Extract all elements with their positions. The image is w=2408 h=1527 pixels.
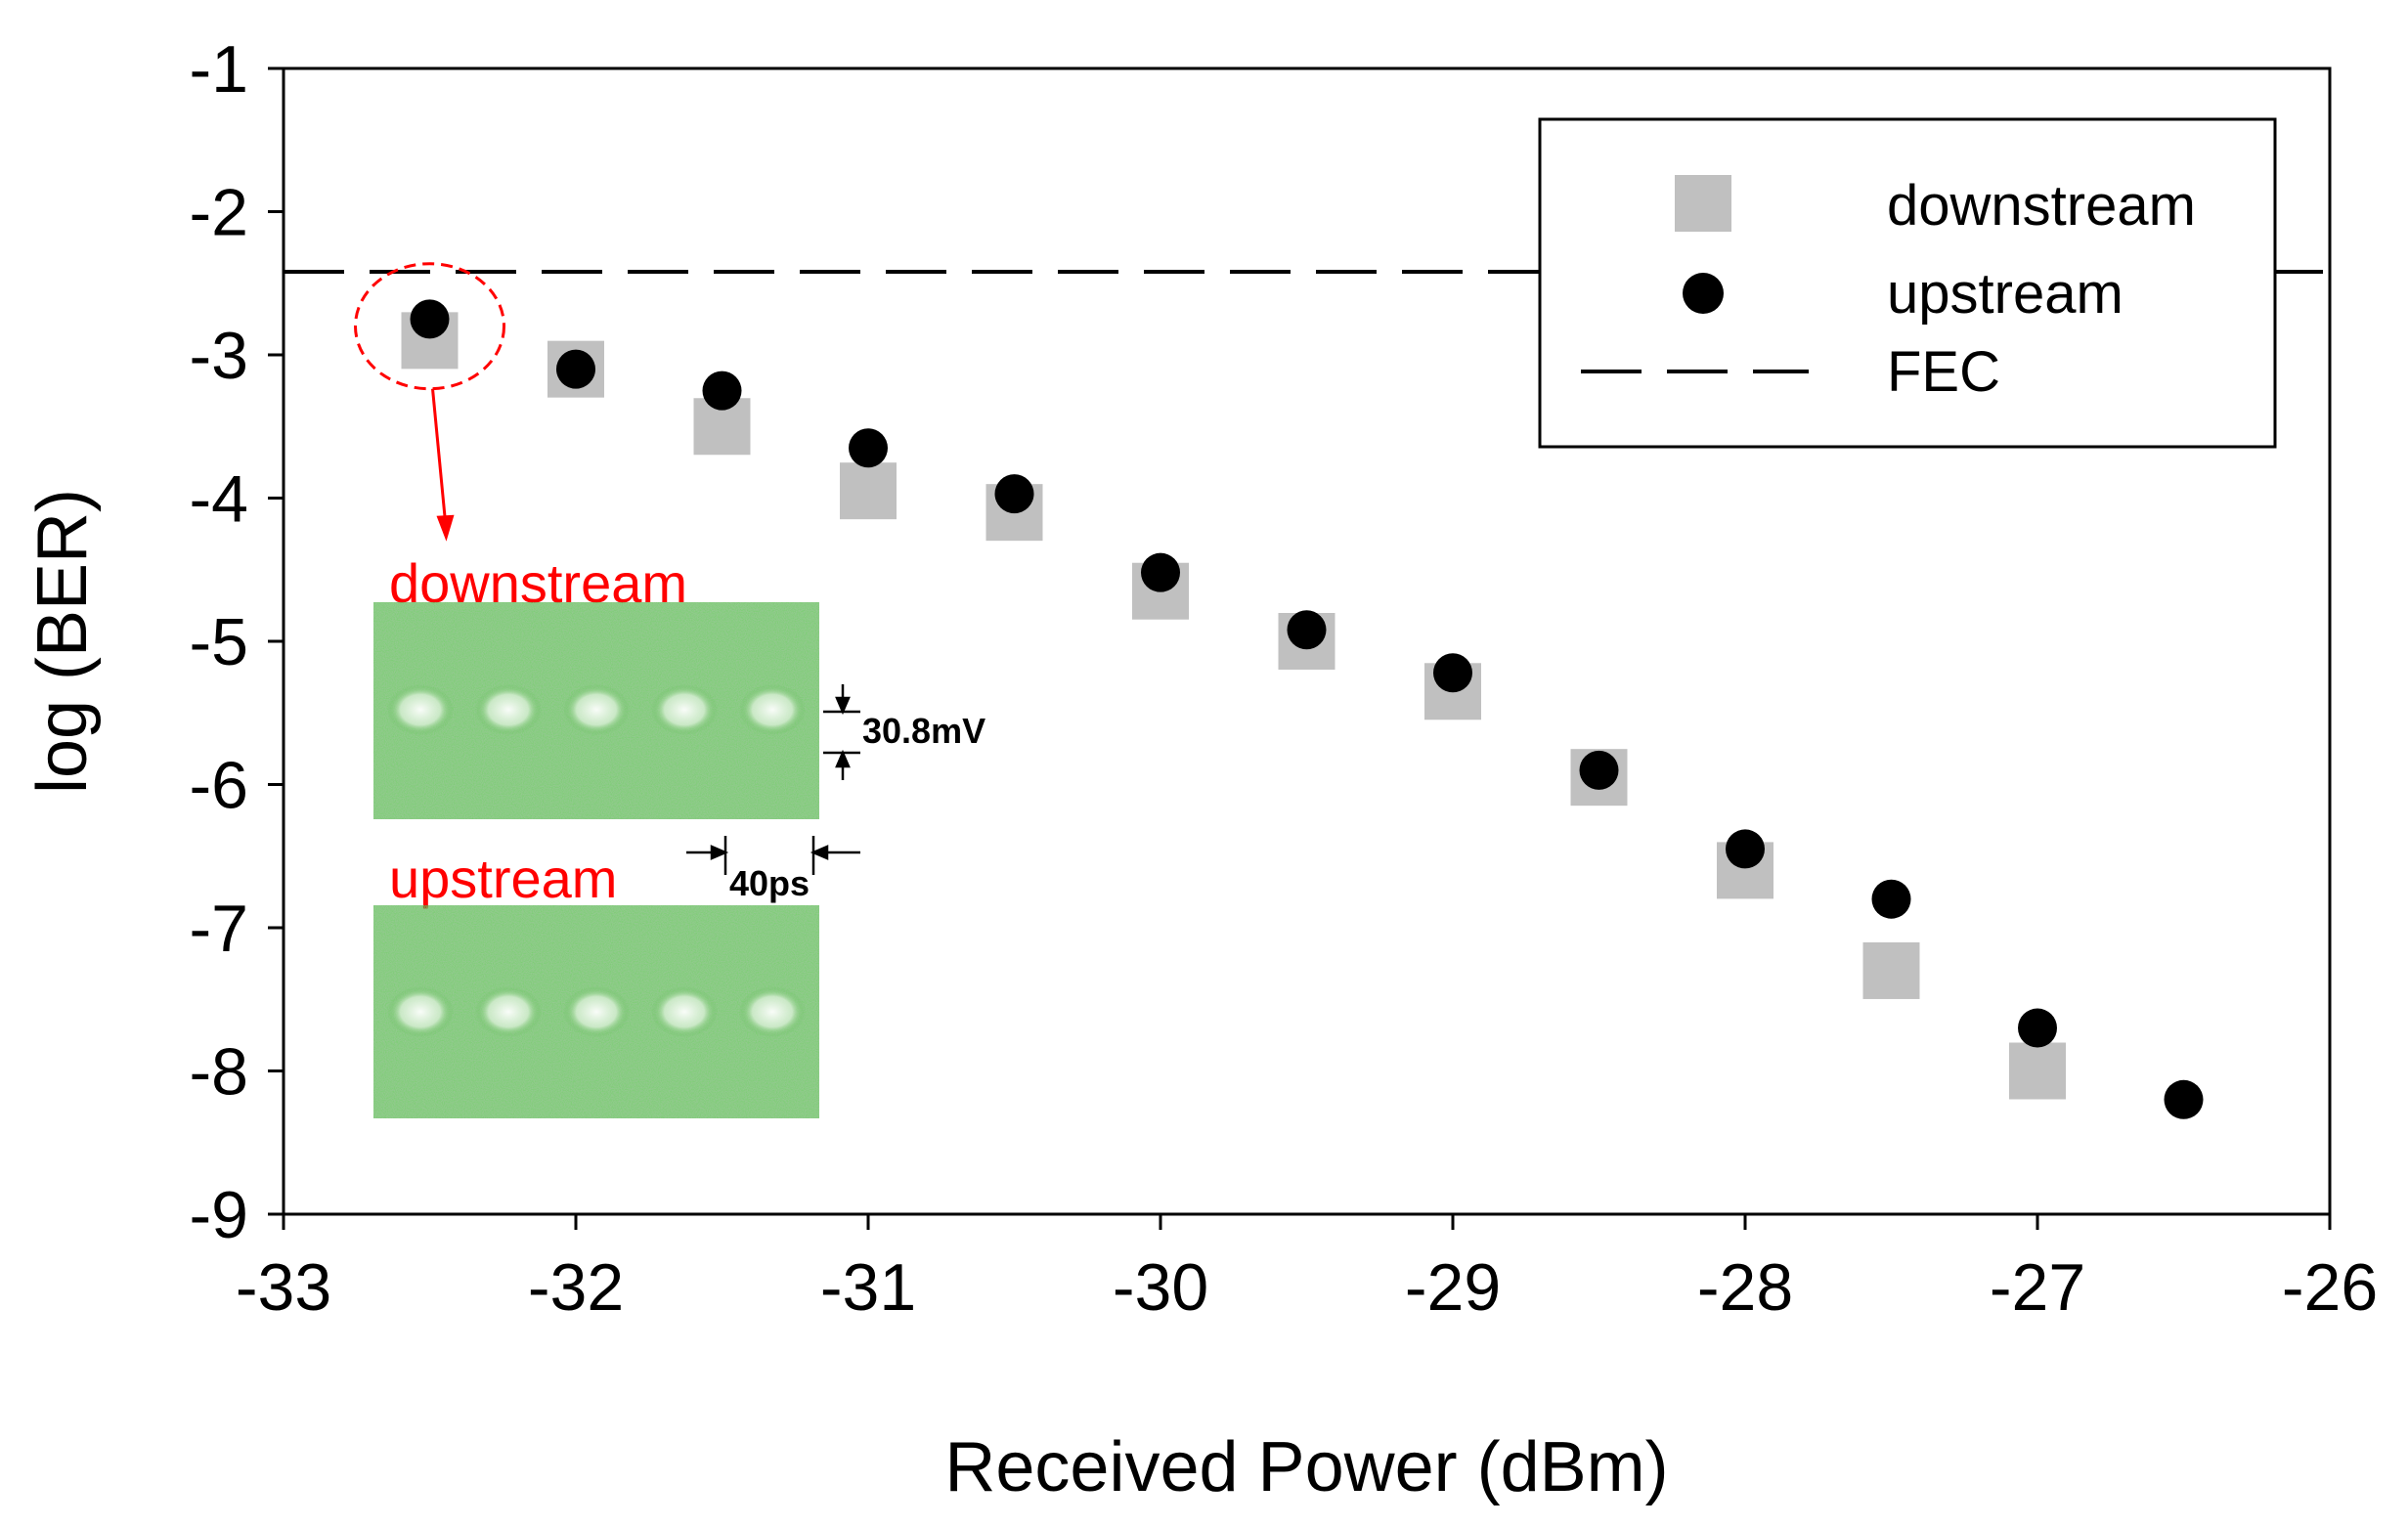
y-tick-label: -7 bbox=[190, 892, 248, 966]
upstream-point bbox=[1433, 653, 1472, 693]
y-tick-label: -4 bbox=[190, 462, 248, 537]
legend: downstream upstream FEC bbox=[1538, 117, 2277, 449]
legend-box bbox=[1538, 117, 2277, 449]
x-tick-label: -26 bbox=[2282, 1250, 2378, 1325]
time-dimension bbox=[686, 836, 860, 875]
downstream-eye-diagram bbox=[373, 602, 819, 819]
highlight-arrow bbox=[431, 388, 447, 522]
downstream-point bbox=[1862, 941, 1920, 999]
x-tick-label: -32 bbox=[528, 1250, 624, 1325]
eye-opening bbox=[651, 986, 718, 1037]
upstream-point bbox=[2164, 1079, 2204, 1119]
x-axis: -33 -32 -31 -30 -29 -28 -27 -26 bbox=[236, 1214, 2378, 1325]
upstream-point bbox=[702, 371, 742, 411]
upstream-point bbox=[2018, 1008, 2057, 1048]
amplitude-dimension bbox=[823, 684, 860, 780]
x-tick-label: -31 bbox=[820, 1250, 916, 1325]
inset-upstream-label: upstream bbox=[389, 848, 617, 909]
x-tick-label: -33 bbox=[236, 1250, 331, 1325]
x-tick-label: -27 bbox=[1990, 1250, 2085, 1325]
eye-opening bbox=[387, 684, 454, 735]
eye-diagram-inset: downstream upstream 30.8mV bbox=[373, 552, 985, 1118]
eye-opening bbox=[563, 684, 630, 735]
y-axis-title: log (BER) bbox=[23, 489, 102, 794]
upstream-point bbox=[556, 349, 595, 389]
y-tick-label: -1 bbox=[190, 32, 248, 107]
y-tick-label: -5 bbox=[190, 605, 248, 679]
upstream-point bbox=[1141, 552, 1180, 592]
x-tick-label: -30 bbox=[1113, 1250, 1208, 1325]
eye-opening bbox=[739, 986, 806, 1037]
legend-fec-label: FEC bbox=[1887, 340, 2000, 404]
y-tick-label: -2 bbox=[190, 176, 248, 250]
upstream-point bbox=[1579, 750, 1619, 790]
x-tick-label: -29 bbox=[1405, 1250, 1501, 1325]
x-tick-label: -28 bbox=[1697, 1250, 1793, 1325]
time-label: 40ps bbox=[729, 863, 810, 903]
eye-opening bbox=[475, 684, 542, 735]
eye-opening bbox=[651, 684, 718, 735]
downstream-point bbox=[2009, 1042, 2066, 1100]
x-axis-title: Received Power (dBm) bbox=[944, 1428, 1668, 1506]
y-tick-label: -6 bbox=[190, 749, 248, 823]
legend-downstream-label: downstream bbox=[1887, 174, 2196, 238]
y-tick-label: -8 bbox=[190, 1035, 248, 1110]
upstream-point bbox=[1726, 829, 1765, 869]
y-tick-label: -9 bbox=[190, 1178, 248, 1252]
eye-opening bbox=[387, 986, 454, 1037]
eye-opening bbox=[563, 986, 630, 1037]
upstream-series bbox=[410, 299, 2204, 1119]
downstream-point bbox=[840, 462, 897, 520]
upstream-point bbox=[1287, 610, 1327, 650]
y-tick-label: -3 bbox=[190, 319, 248, 393]
amplitude-label: 30.8mV bbox=[862, 711, 985, 751]
highlight-annotation bbox=[354, 262, 505, 542]
highlight-arrow-head bbox=[436, 514, 455, 542]
eye-opening bbox=[739, 684, 806, 735]
upstream-point bbox=[1871, 879, 1911, 919]
y-axis: -1 -2 -3 -4 -5 -6 -7 -8 -9 bbox=[190, 32, 284, 1252]
upstream-point bbox=[849, 428, 888, 468]
upstream-eye-diagram bbox=[373, 905, 819, 1118]
legend-upstream-marker bbox=[1683, 273, 1724, 314]
legend-upstream-label: upstream bbox=[1887, 262, 2123, 326]
upstream-point bbox=[994, 474, 1034, 514]
eye-opening bbox=[475, 986, 542, 1037]
legend-downstream-marker bbox=[1675, 175, 1731, 232]
highlight-circle bbox=[354, 262, 505, 391]
upstream-point bbox=[410, 299, 450, 339]
